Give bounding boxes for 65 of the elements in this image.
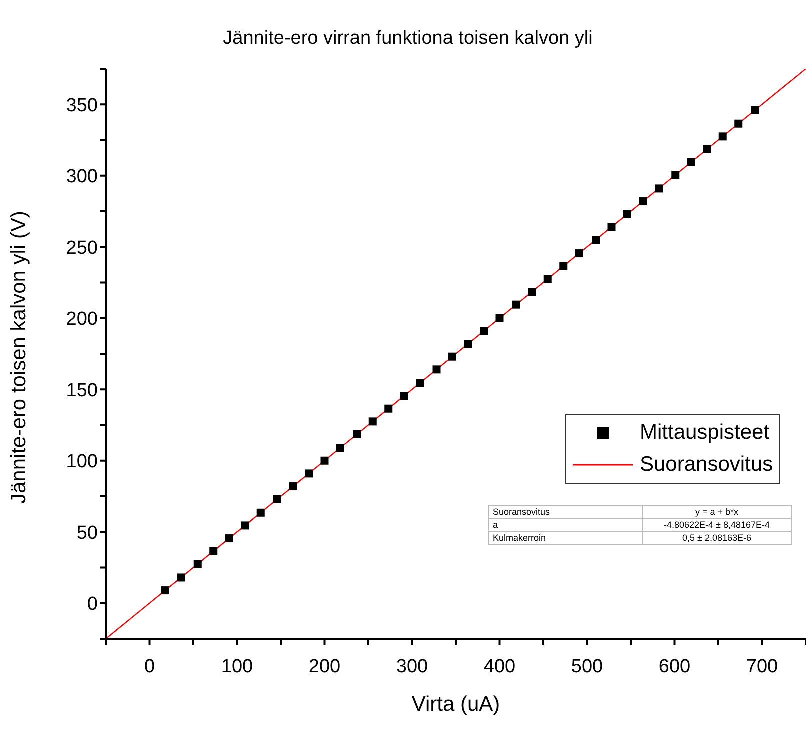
- legend-label: Suoransovitus: [640, 453, 774, 477]
- point: [416, 379, 424, 388]
- y-tick-label: 0: [87, 594, 98, 616]
- point: [544, 275, 552, 284]
- point: [751, 106, 760, 114]
- point: [624, 210, 632, 218]
- x-tick-label: 0: [144, 656, 156, 678]
- point: [353, 430, 362, 439]
- point: [718, 132, 727, 141]
- point: [210, 547, 218, 556]
- point: [560, 262, 568, 270]
- x-tick-label: 600: [658, 656, 691, 678]
- point: [608, 223, 616, 232]
- point: [687, 158, 696, 166]
- annotation: y = a + b*x: [642, 506, 792, 518]
- chart-title: Jännite-ero virran funktiona toisen kalvon yli: [222, 28, 594, 50]
- y-tick-label: 50: [76, 522, 98, 544]
- point: [448, 352, 456, 361]
- point: [194, 560, 202, 568]
- x-tick-label: 500: [571, 656, 604, 678]
- y-tick-label: 350: [66, 95, 98, 116]
- point: [274, 495, 282, 504]
- y-tick-label: 200: [66, 309, 98, 330]
- point: [400, 392, 408, 400]
- x-tick-label: 100: [221, 656, 254, 678]
- annotation: Kulmakerroin: [488, 532, 642, 544]
- annotation: a: [488, 518, 642, 532]
- y-tick-label: 150: [66, 380, 98, 402]
- point: [336, 444, 344, 452]
- x-tick-label: 400: [484, 656, 516, 678]
- y-axis-title: Jännite-ero toisen kalvon yli (V): [7, 211, 30, 504]
- x-tick-label: 300: [396, 656, 428, 678]
- point: [639, 198, 648, 206]
- annotation: -4,80622E-4 ± 8,48167E-4: [642, 518, 792, 532]
- point: [305, 470, 313, 478]
- y-tick-label: 250: [66, 238, 98, 259]
- point: [162, 586, 170, 595]
- point: [320, 456, 329, 465]
- point: [655, 184, 663, 193]
- point: [256, 508, 265, 517]
- point: [512, 300, 520, 309]
- point: [432, 366, 441, 374]
- point: [575, 250, 584, 258]
- point: [241, 522, 250, 530]
- x-tick-label: 700: [746, 656, 778, 678]
- point: [177, 574, 186, 582]
- point: [289, 482, 298, 491]
- point: [464, 340, 472, 348]
- point: [368, 418, 377, 426]
- point: [703, 146, 712, 154]
- point: [592, 236, 600, 244]
- point: [384, 404, 393, 413]
- point: [225, 534, 234, 543]
- annotation: Suoransovitus: [488, 506, 642, 518]
- point: [734, 120, 743, 128]
- x-axis-title: Virta (uA): [412, 693, 500, 716]
- point: [672, 171, 680, 180]
- y-tick-label: 300: [66, 166, 98, 188]
- x-tick-label: 200: [308, 656, 341, 678]
- legend-label: Mittauspisteet: [640, 421, 770, 445]
- annotation: 0,5 ± 2,08163E-6: [642, 532, 792, 544]
- point: [480, 327, 488, 336]
- point: [496, 314, 504, 322]
- point: [528, 288, 536, 296]
- y-tick-label: 100: [66, 452, 98, 473]
